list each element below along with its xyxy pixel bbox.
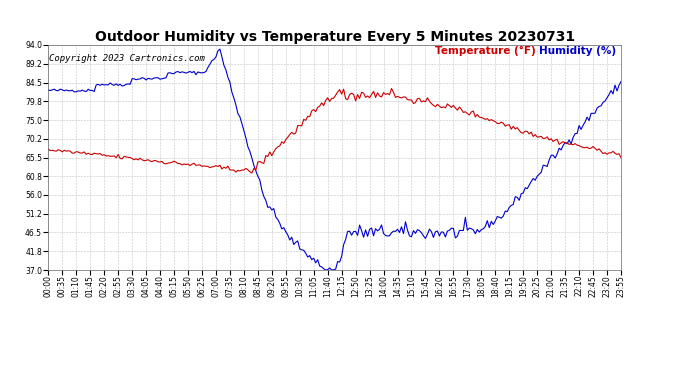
Title: Outdoor Humidity vs Temperature Every 5 Minutes 20230731: Outdoor Humidity vs Temperature Every 5 … xyxy=(95,30,575,44)
Text: Copyright 2023 Cartronics.com: Copyright 2023 Cartronics.com xyxy=(50,54,206,63)
Legend: Temperature (°F), Humidity (%): Temperature (°F), Humidity (%) xyxy=(435,46,615,56)
